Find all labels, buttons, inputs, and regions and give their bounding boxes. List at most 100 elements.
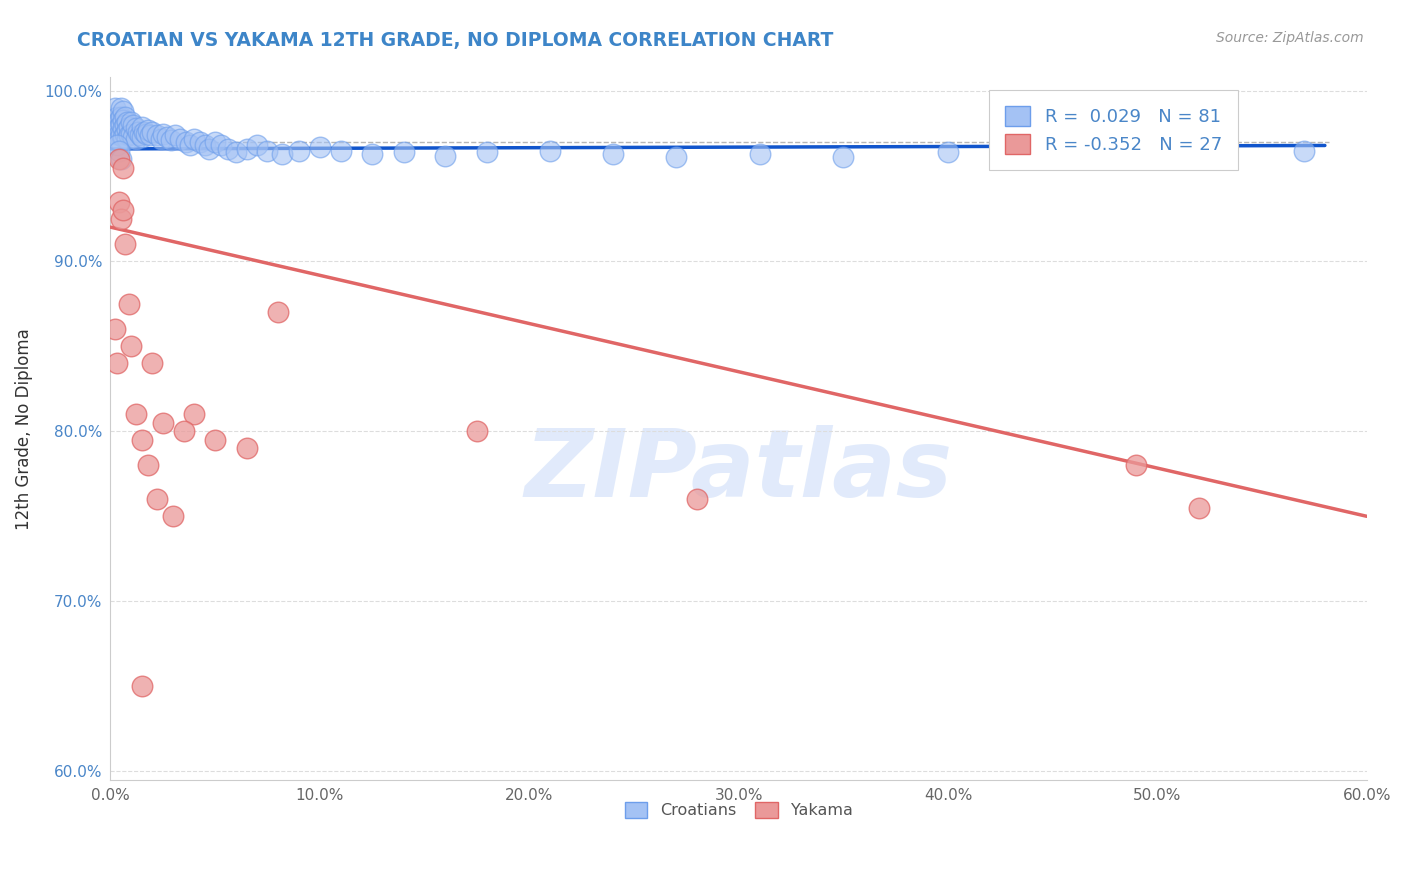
Point: [104, 322, 127, 336]
Point: [105, 121, 128, 136]
Point: [183, 407, 205, 421]
Point: [111, 130, 134, 145]
Point: [665, 150, 688, 164]
Point: [108, 152, 131, 166]
Point: [118, 296, 141, 310]
Point: [131, 433, 153, 447]
Point: [115, 114, 138, 128]
Point: [131, 130, 153, 145]
Point: [105, 110, 128, 124]
Point: [110, 101, 132, 115]
Text: Source: ZipAtlas.com: Source: ZipAtlas.com: [1216, 31, 1364, 45]
Point: [104, 101, 127, 115]
Point: [204, 433, 226, 447]
Point: [235, 442, 257, 456]
Point: [267, 305, 290, 319]
Point: [246, 138, 269, 153]
Point: [114, 110, 136, 124]
Point: [179, 138, 201, 153]
Point: [108, 112, 131, 127]
Point: [120, 339, 142, 353]
Point: [114, 237, 136, 252]
Point: [748, 147, 770, 161]
Point: [152, 416, 174, 430]
Point: [132, 125, 155, 139]
Point: [1292, 144, 1315, 158]
Point: [111, 112, 134, 127]
Text: CROATIAN VS YAKAMA 12TH GRADE, NO DIPLOMA CORRELATION CHART: CROATIAN VS YAKAMA 12TH GRADE, NO DIPLOM…: [77, 31, 834, 50]
Point: [204, 135, 226, 149]
Point: [108, 144, 131, 158]
Point: [198, 142, 221, 156]
Point: [160, 133, 183, 147]
Point: [1042, 149, 1064, 163]
Point: [139, 128, 162, 143]
Point: [118, 128, 141, 143]
Point: [1125, 458, 1147, 473]
Point: [256, 144, 278, 158]
Point: [122, 130, 145, 145]
Point: [329, 144, 352, 158]
Point: [115, 131, 138, 145]
Point: [118, 120, 141, 134]
Y-axis label: 12th Grade, No Diploma: 12th Grade, No Diploma: [15, 328, 32, 530]
Point: [538, 144, 561, 158]
Point: [392, 145, 415, 160]
Point: [108, 194, 131, 209]
Point: [127, 125, 149, 139]
Point: [152, 127, 174, 141]
Point: [308, 140, 330, 154]
Point: [165, 128, 187, 143]
Point: [114, 127, 136, 141]
Point: [101, 118, 124, 132]
Point: [169, 131, 191, 145]
Point: [361, 147, 384, 161]
Point: [110, 110, 132, 124]
Point: [108, 120, 131, 134]
Point: [120, 127, 142, 141]
Point: [124, 407, 146, 421]
Point: [105, 118, 128, 132]
Point: [104, 127, 127, 141]
Point: [110, 152, 132, 166]
Point: [115, 123, 138, 137]
Point: [136, 458, 159, 473]
Point: [110, 118, 132, 132]
Point: [832, 150, 855, 164]
Point: [145, 128, 167, 143]
Point: [190, 135, 212, 149]
Point: [136, 123, 159, 137]
Point: [162, 509, 184, 524]
Point: [110, 127, 132, 141]
Point: [686, 492, 709, 507]
Point: [110, 211, 132, 226]
Point: [131, 680, 153, 694]
Point: [105, 356, 128, 370]
Text: ZIPatlas: ZIPatlas: [524, 425, 953, 516]
Point: [108, 131, 131, 145]
Point: [936, 145, 959, 160]
Point: [111, 203, 134, 218]
Point: [156, 130, 179, 145]
Point: [1167, 147, 1189, 161]
Point: [135, 127, 157, 141]
Point: [217, 142, 239, 156]
Point: [173, 424, 195, 438]
Point: [602, 147, 624, 161]
Point: [108, 127, 131, 141]
Point: [141, 356, 163, 370]
Point: [141, 125, 163, 139]
Point: [434, 149, 457, 163]
Point: [235, 142, 257, 156]
Point: [120, 114, 142, 128]
Point: [114, 118, 136, 132]
Point: [271, 147, 294, 161]
Point: [124, 121, 146, 136]
Point: [105, 138, 128, 153]
Point: [465, 424, 488, 438]
Point: [174, 135, 197, 149]
Point: [183, 131, 205, 145]
Point: [145, 492, 167, 507]
Point: [209, 138, 232, 153]
Point: [194, 138, 217, 153]
